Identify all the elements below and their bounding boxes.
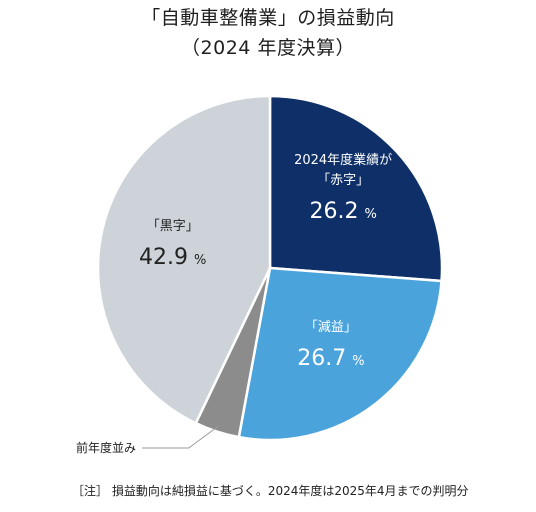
slice-label-flat: 前年度並み	[76, 440, 136, 455]
pie-chart: 2024年度業績が「赤字」26.2 %「減益」26.7 %前年度並み「黒字」42.9…	[76, 94, 444, 455]
slice-label-deficit-line1: 2024年度業績が	[294, 152, 392, 168]
slice-label-deficit-line2: 「赤字」	[317, 173, 369, 188]
chart-title: 「自動車整備業」の損益動向	[141, 7, 395, 29]
leader-line-flat	[142, 425, 219, 449]
pie-slice-decline	[237, 266, 443, 442]
pie-slice-deficit	[268, 94, 444, 283]
slice-label-profit: 「黒字」	[147, 219, 199, 234]
slice-label-decline: 「減益」	[305, 319, 357, 335]
slice-value-decline: 26.7%	[297, 346, 364, 371]
chart-subtitle: （2024 年度決算）	[181, 37, 355, 59]
footnote: ［注］ 損益動向は純損益に基づく。2024年度は2025年4月までの判明分	[72, 484, 469, 498]
pie-slice-profit	[96, 94, 272, 425]
